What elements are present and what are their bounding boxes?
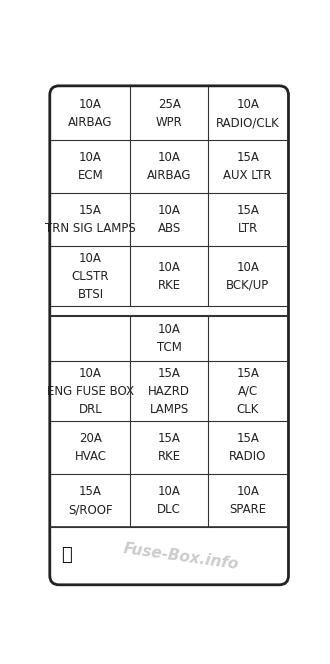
Text: 15A
AUX LTR: 15A AUX LTR	[223, 151, 272, 182]
Text: 15A
A/C
CLK: 15A A/C CLK	[236, 367, 259, 416]
Text: 📖: 📖	[61, 546, 72, 564]
Text: 15A
TRN SIG LAMPS: 15A TRN SIG LAMPS	[45, 204, 136, 235]
Text: 10A
ECM: 10A ECM	[78, 151, 104, 182]
Text: 10A
ABS: 10A ABS	[157, 204, 181, 235]
Text: 15A
RADIO: 15A RADIO	[229, 432, 266, 463]
Text: 15A
RKE: 15A RKE	[157, 432, 181, 463]
Text: 10A
AIRBAG: 10A AIRBAG	[147, 151, 191, 182]
Text: 25A
WPR: 25A WPR	[156, 98, 182, 129]
Text: 20A
HVAC: 20A HVAC	[75, 432, 107, 463]
Text: 10A
SPARE: 10A SPARE	[229, 485, 266, 516]
Text: 15A
LTR: 15A LTR	[236, 204, 259, 235]
Text: 15A
HAZRD
LAMPS: 15A HAZRD LAMPS	[148, 367, 190, 416]
Text: 10A
BCK/UP: 10A BCK/UP	[226, 260, 269, 291]
Text: Fuse-Box.info: Fuse-Box.info	[122, 541, 240, 572]
Text: 10A
ENG FUSE BOX
DRL: 10A ENG FUSE BOX DRL	[47, 367, 134, 416]
Text: 10A
TCM: 10A TCM	[157, 323, 182, 354]
Text: 10A
AIRBAG: 10A AIRBAG	[68, 98, 113, 129]
Text: 15A
S/ROOF: 15A S/ROOF	[68, 485, 113, 516]
Text: 10A
CLSTR
BTSI: 10A CLSTR BTSI	[72, 252, 109, 301]
Text: 10A
RKE: 10A RKE	[157, 260, 181, 291]
FancyBboxPatch shape	[50, 86, 288, 585]
Text: 10A
RADIO/CLK: 10A RADIO/CLK	[216, 98, 280, 129]
Text: 10A
DLC: 10A DLC	[157, 485, 181, 516]
